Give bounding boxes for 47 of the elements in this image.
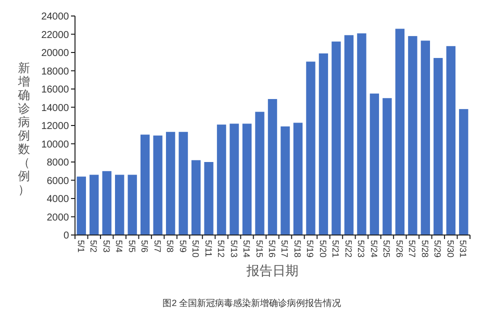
y-tick-label: 24000 <box>41 12 70 22</box>
x-tick-label: 5/3 <box>101 240 112 253</box>
x-tick-label: 5/28 <box>420 240 430 258</box>
y-tick-label: 4000 <box>46 194 70 205</box>
x-tick-label: 5/16 <box>267 240 277 258</box>
x-tick-label: 5/9 <box>178 240 188 253</box>
y-tick-label: 22000 <box>41 30 70 41</box>
x-tick-label: 5/19 <box>305 240 316 258</box>
x-tick-label: 5/20 <box>318 240 328 258</box>
x-tick-label: 5/10 <box>190 240 201 258</box>
y-tick-label: 16000 <box>41 84 70 96</box>
y-tick-label: 0 <box>63 230 70 242</box>
x-axis-title: 报告日期 <box>246 264 298 279</box>
x-tick-label: 5/22 <box>343 240 354 258</box>
x-tick-label: 5/29 <box>432 240 443 258</box>
y-tick-label: 10000 <box>41 139 70 150</box>
y-tick-label: 6000 <box>46 176 70 187</box>
x-tick-label: 5/11 <box>203 240 214 257</box>
x-tick-label: 5/31 <box>458 240 468 258</box>
x-tick-label: 5/30 <box>445 240 456 258</box>
x-tick-label: 5/27 <box>407 240 418 258</box>
y-tick-label: 12000 <box>41 121 70 132</box>
x-tick-label: 5/6 <box>140 240 150 253</box>
x-tick-label: 5/21 <box>330 240 341 258</box>
x-tick-label: 5/5 <box>126 240 137 253</box>
y-tick-label: 8000 <box>46 158 70 168</box>
x-tick-label: 5/13 <box>228 240 239 258</box>
x-tick-label: 5/17 <box>280 240 290 258</box>
y-tick-label: 18000 <box>41 66 70 78</box>
caption: 图2 全国新冠病毒感染新增确诊病例报告情况 <box>162 298 342 308</box>
x-tick-label: 5/24 <box>368 240 379 258</box>
y-tick-label: 20000 <box>41 48 70 59</box>
x-tick-label: 5/8 <box>165 240 176 253</box>
y-tick-label: 2000 <box>46 212 70 224</box>
x-tick-label: 5/15 <box>254 240 264 258</box>
x-tick-label: 5/2 <box>88 240 99 253</box>
x-tick-label: 5/18 <box>292 240 302 258</box>
y-tick-label: 14000 <box>41 102 70 114</box>
x-tick-label: 5/23 <box>356 240 366 258</box>
x-tick-label: 5/14 <box>242 240 252 258</box>
x-tick-label: 5/12 <box>216 240 226 258</box>
text: 新增确诊病例数（例） <box>18 61 30 196</box>
x-tick-label: 5/25 <box>382 240 392 258</box>
x-tick-label: 5/1 <box>76 240 86 253</box>
x-tick-label: 5/4 <box>114 240 124 253</box>
x-tick-label: 5/26 <box>394 240 404 258</box>
x-tick-label: 5/7 <box>152 240 162 253</box>
